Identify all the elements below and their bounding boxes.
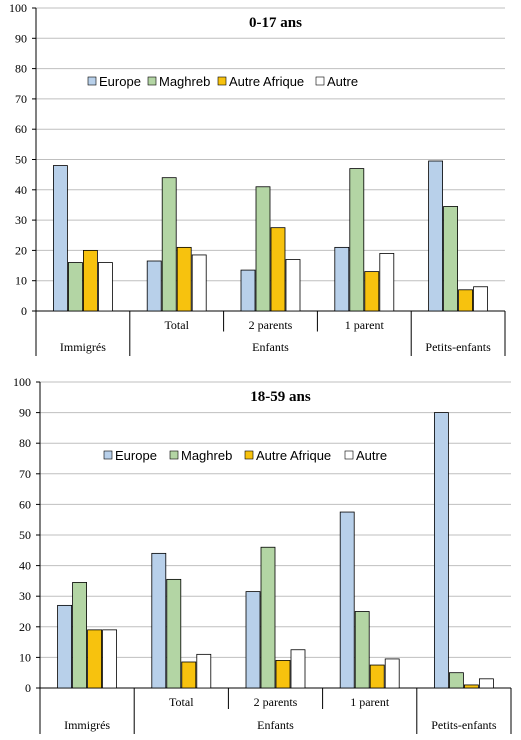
- x-group-label: Enfants: [257, 718, 294, 732]
- y-tick-label: 10: [15, 274, 27, 288]
- y-tick-label: 0: [25, 681, 31, 695]
- bar-autre: [191, 254, 207, 312]
- legend-swatch: [169, 450, 179, 460]
- y-tick-label: 40: [19, 559, 31, 573]
- x-group-label: Enfants: [252, 340, 289, 354]
- bar-europe: [428, 160, 444, 312]
- legend-label: Autre Afrique: [229, 74, 304, 89]
- chart-0-17-ans: 0 10 20 30 40 50 60 70 80 90 100 Total 2 parents 1 pa…: [9, 1, 506, 356]
- bar-autre: [196, 653, 212, 689]
- x-tick-label: Total: [169, 695, 194, 709]
- bar-autre: [473, 286, 489, 312]
- bar-europe: [433, 412, 449, 689]
- y-tick-label: 90: [15, 31, 27, 45]
- bar-europe: [240, 269, 256, 312]
- y-tick-label: 70: [19, 467, 31, 481]
- y-tick-label: 0: [21, 304, 27, 318]
- legend-swatch: [315, 76, 325, 86]
- legend-label: Autre Afrique: [256, 448, 331, 463]
- bar-autre-afrique: [463, 684, 479, 689]
- y-tick-label: 60: [19, 497, 31, 511]
- chart-title: 0-17 ans: [249, 15, 302, 31]
- x-tick-label: 1 parent: [350, 695, 390, 709]
- y-tick-label: 100: [9, 1, 27, 15]
- bar-europe: [245, 591, 261, 689]
- bar-autre: [478, 678, 494, 689]
- bar-europe: [146, 260, 162, 312]
- legend-swatch: [147, 76, 157, 86]
- bar-europe: [334, 246, 350, 312]
- bar-maghreb: [354, 611, 370, 689]
- chart-18-59-ans: 0 10 20 30 40 50 60 70 80 90 100 Total 2 parents 1 pa…: [13, 375, 512, 734]
- x-tick-label: 2 parents: [254, 695, 298, 709]
- y-tick-label: 40: [15, 183, 27, 197]
- x-tick-label: 1 parent: [345, 318, 385, 332]
- bar-maghreb: [68, 262, 83, 312]
- bar-maghreb: [349, 168, 365, 312]
- legend-label: Maghreb: [159, 74, 210, 89]
- bar-autre: [384, 658, 400, 689]
- bar-europe: [339, 511, 355, 689]
- bar-europe: [53, 165, 68, 312]
- bar-autre: [102, 629, 117, 689]
- bar-autre-afrique: [176, 246, 192, 312]
- y-tick-label: 50: [15, 153, 27, 167]
- y-tick-label: 70: [15, 92, 27, 106]
- bar-maghreb: [443, 206, 459, 312]
- legend-swatch: [103, 450, 113, 460]
- y-tick-label: 90: [19, 406, 31, 420]
- bar-europe: [57, 604, 72, 689]
- x-tick-label: 2 parents: [249, 318, 293, 332]
- bar-autre-afrique: [369, 664, 385, 689]
- bar-maghreb: [166, 578, 182, 689]
- x-group-label: Immigrés: [60, 340, 106, 354]
- bar-autre-afrique: [87, 629, 102, 689]
- legend-label: Maghreb: [181, 448, 232, 463]
- y-tick-label: 10: [19, 650, 31, 664]
- legend-swatch: [217, 76, 227, 86]
- x-group-label: Petits-enfants: [431, 718, 497, 732]
- bar-maghreb: [255, 186, 271, 312]
- bar-autre: [379, 253, 395, 312]
- y-tick-label: 100: [13, 375, 31, 389]
- bar-autre: [98, 262, 113, 312]
- legend-swatch: [244, 450, 254, 460]
- chart-title: 18-59 ans: [250, 389, 311, 405]
- legend-label: Europe: [115, 448, 157, 463]
- bar-maghreb: [448, 672, 464, 689]
- y-tick-label: 50: [19, 528, 31, 542]
- legend-label: Europe: [99, 74, 141, 89]
- y-tick-label: 20: [19, 620, 31, 634]
- y-tick-label: 60: [15, 122, 27, 136]
- y-tick-label: 30: [19, 589, 31, 603]
- x-tick-label: Total: [164, 318, 189, 332]
- bar-maghreb: [72, 582, 87, 689]
- bar-autre: [285, 259, 301, 312]
- legend-swatch: [344, 450, 354, 460]
- bar-autre-afrique: [458, 289, 474, 312]
- bar-maghreb: [260, 546, 276, 689]
- bar-autre-afrique: [364, 271, 380, 312]
- y-tick-label: 30: [15, 213, 27, 227]
- legend-label: Autre: [327, 74, 358, 89]
- bar-maghreb: [161, 177, 177, 312]
- bar-autre-afrique: [270, 227, 286, 312]
- x-group-label: Immigrés: [64, 718, 110, 732]
- bar-europe: [151, 552, 167, 689]
- y-tick-label: 20: [15, 243, 27, 257]
- legend-label: Autre: [356, 448, 387, 463]
- bar-autre-afrique: [181, 661, 197, 689]
- x-group-label: Petits-enfants: [425, 340, 491, 354]
- bar-autre-afrique: [83, 249, 98, 312]
- bar-autre-afrique: [275, 660, 291, 689]
- y-tick-label: 80: [19, 436, 31, 450]
- y-tick-label: 80: [15, 62, 27, 76]
- legend-swatch: [87, 76, 97, 86]
- bar-autre: [290, 649, 306, 689]
